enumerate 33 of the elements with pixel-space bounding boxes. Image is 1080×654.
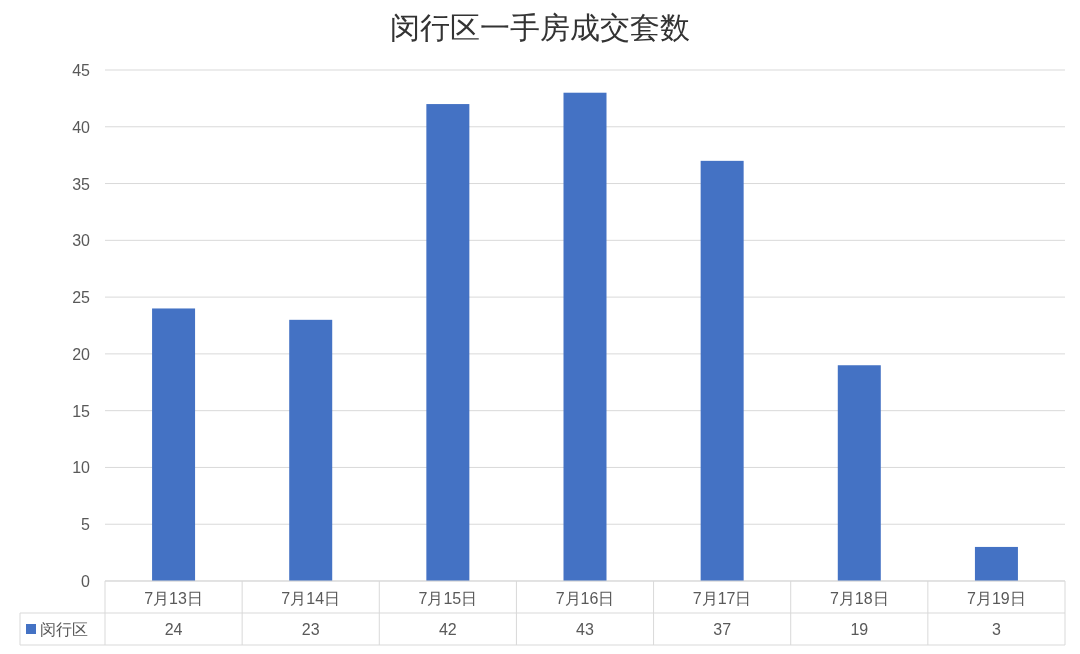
x-tick-label: 7月18日 — [829, 590, 889, 607]
bar — [289, 319, 333, 581]
x-tick-label: 7月15日 — [418, 590, 478, 607]
data-label: 19 — [850, 621, 869, 638]
bar — [974, 546, 1018, 581]
data-label: 37 — [713, 621, 732, 638]
legend-label: 闵行区 — [40, 621, 88, 638]
data-label: 24 — [164, 621, 183, 638]
bar — [563, 92, 607, 581]
bar — [426, 104, 470, 581]
x-tick-label: 7月17日 — [692, 590, 752, 607]
bar — [152, 308, 196, 581]
y-tick-label: 35 — [72, 175, 91, 193]
y-tick-label: 10 — [72, 459, 91, 477]
bar — [837, 365, 881, 581]
title: 闵行区一手房成交套数 — [390, 11, 690, 44]
y-tick-label: 30 — [72, 232, 91, 250]
data-label: 3 — [991, 621, 1001, 638]
x-tick-label: 7月14日 — [281, 590, 341, 607]
y-tick-label: 15 — [72, 402, 91, 420]
y-tick-label: 40 — [72, 118, 91, 136]
y-tick-label: 5 — [81, 516, 91, 534]
bar — [700, 160, 744, 581]
y-tick-label: 0 — [81, 573, 91, 590]
x-tick-label: 7月13日 — [144, 590, 203, 607]
y-tick-label: 45 — [72, 62, 91, 79]
data-label: 42 — [438, 621, 457, 638]
x-tick-label: 7月19日 — [967, 590, 1026, 607]
data-label: 23 — [301, 621, 320, 638]
y-tick-label: 25 — [72, 289, 91, 307]
data-label: 43 — [576, 621, 594, 638]
y-tick-label: 20 — [72, 345, 91, 363]
x-tick-label: 7月16日 — [555, 590, 615, 607]
